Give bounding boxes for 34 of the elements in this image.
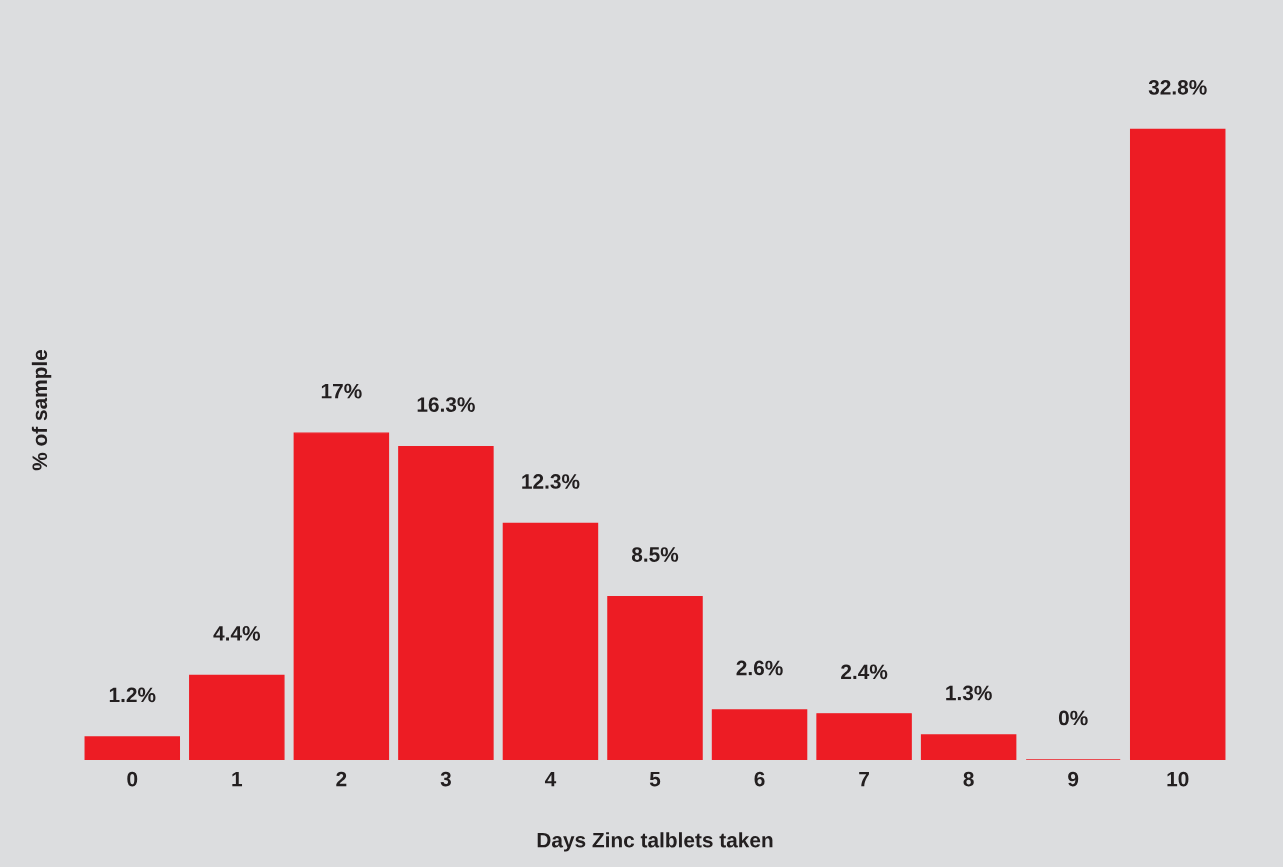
x-tick-label: 9 (1068, 771, 1079, 787)
data-label: 1.2% (109, 687, 156, 703)
x-tick-label: 0 (127, 771, 138, 787)
x-tick-label: 3 (440, 771, 451, 787)
x-tick-label: 7 (859, 771, 869, 787)
x-tick-label: 5 (649, 771, 661, 787)
data-label: 17% (321, 383, 362, 399)
x-tick-label: 2 (336, 771, 347, 787)
bar (711, 709, 808, 760)
data-label: 4.4% (213, 626, 261, 641)
bar (816, 713, 912, 760)
bar (502, 522, 599, 760)
x-tick-label: 1 (232, 771, 243, 787)
bar (84, 736, 181, 760)
data-label: 32.8% (1148, 79, 1207, 95)
bar (1129, 128, 1226, 760)
bar (398, 445, 494, 760)
x-tick-label: 6 (754, 771, 765, 787)
x-tick-label: 8 (963, 771, 974, 787)
bar (293, 432, 390, 760)
data-label: 2.6% (736, 660, 783, 676)
x-axis-title: Days Zinc talblets taken (537, 832, 773, 852)
bar (607, 595, 703, 760)
bar (920, 734, 1017, 760)
x-tick-label: 4 (544, 771, 557, 787)
data-label: 16.3% (417, 397, 475, 412)
data-label: 0% (1058, 710, 1088, 726)
data-label: 8.5% (631, 547, 679, 562)
bar (189, 674, 285, 760)
data-label: 2.4% (841, 664, 888, 680)
x-tick-label: 10 (1167, 771, 1189, 787)
y-axis-title: % of sample (31, 349, 52, 471)
data-label: 1.3% (946, 685, 992, 701)
data-label: 12.3% (522, 474, 580, 489)
